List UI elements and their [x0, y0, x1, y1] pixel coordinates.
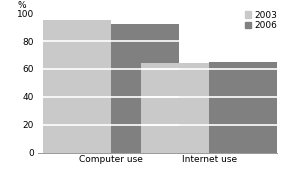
Y-axis label: %: %	[17, 1, 26, 10]
Bar	[42, 20, 111, 153]
Bar	[141, 63, 209, 153]
Bar	[111, 24, 179, 153]
Bar	[209, 62, 277, 153]
Legend: 2003, 2006: 2003, 2006	[245, 11, 278, 30]
